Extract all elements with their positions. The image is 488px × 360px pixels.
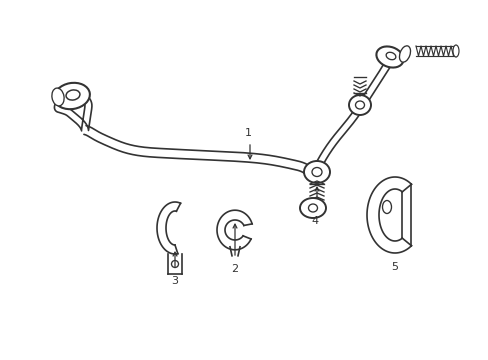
Text: 5: 5 [391, 262, 398, 272]
Ellipse shape [304, 161, 329, 183]
Ellipse shape [348, 95, 370, 115]
Ellipse shape [376, 46, 403, 68]
Ellipse shape [299, 198, 325, 218]
Ellipse shape [54, 83, 90, 109]
Ellipse shape [399, 46, 410, 62]
Text: 2: 2 [231, 264, 238, 274]
Text: 3: 3 [171, 276, 178, 286]
Ellipse shape [452, 45, 458, 57]
Text: 1: 1 [244, 128, 251, 138]
Text: 4: 4 [311, 216, 318, 226]
Ellipse shape [52, 88, 64, 106]
